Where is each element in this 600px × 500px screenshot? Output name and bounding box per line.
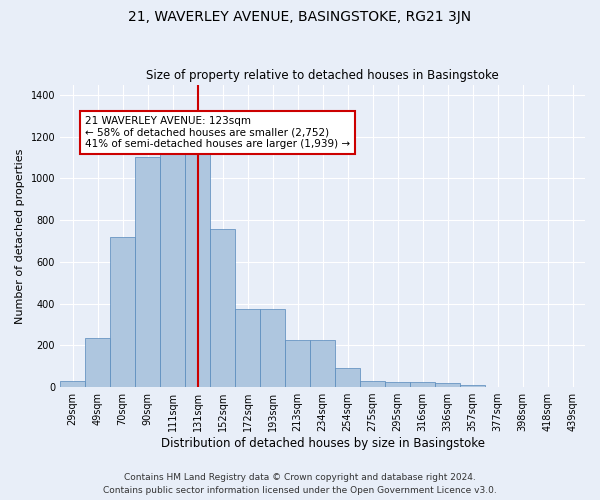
Bar bbox=[85, 338, 110, 387]
Bar bbox=[185, 152, 210, 387]
Bar bbox=[360, 381, 385, 387]
Text: 21, WAVERLEY AVENUE, BASINGSTOKE, RG21 3JN: 21, WAVERLEY AVENUE, BASINGSTOKE, RG21 3… bbox=[128, 10, 472, 24]
X-axis label: Distribution of detached houses by size in Basingstoke: Distribution of detached houses by size … bbox=[161, 437, 485, 450]
Bar bbox=[335, 368, 360, 387]
Bar bbox=[385, 382, 410, 387]
Text: 21 WAVERLEY AVENUE: 123sqm
← 58% of detached houses are smaller (2,752)
41% of s: 21 WAVERLEY AVENUE: 123sqm ← 58% of deta… bbox=[85, 116, 350, 149]
Bar bbox=[435, 384, 460, 387]
Bar bbox=[260, 309, 285, 387]
Bar bbox=[60, 381, 85, 387]
Y-axis label: Number of detached properties: Number of detached properties bbox=[15, 148, 25, 324]
Text: Contains HM Land Registry data © Crown copyright and database right 2024.
Contai: Contains HM Land Registry data © Crown c… bbox=[103, 474, 497, 495]
Bar bbox=[460, 385, 485, 387]
Bar bbox=[310, 340, 335, 387]
Title: Size of property relative to detached houses in Basingstoke: Size of property relative to detached ho… bbox=[146, 69, 499, 82]
Bar bbox=[235, 309, 260, 387]
Bar bbox=[110, 237, 135, 387]
Bar bbox=[285, 340, 310, 387]
Bar bbox=[210, 228, 235, 387]
Bar bbox=[160, 154, 185, 387]
Bar bbox=[410, 382, 435, 387]
Bar bbox=[135, 156, 160, 387]
